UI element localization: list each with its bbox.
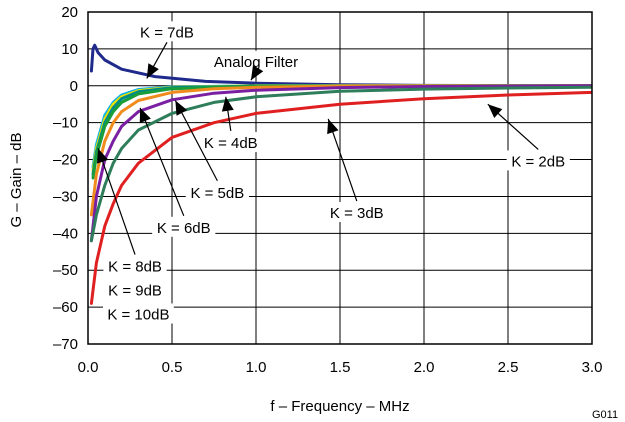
x-tick-label: 3.0 (582, 359, 603, 376)
y-tick-label: –70 (53, 336, 78, 353)
annotation-backdrop (325, 202, 389, 223)
y-tick-label: –10 (53, 115, 78, 132)
series-lines (89, 43, 592, 305)
y-axis-title: G – Gain – dB (8, 132, 25, 227)
annotation-arrowhead (221, 96, 234, 112)
y-tick-label: –20 (53, 152, 78, 169)
annotation-arrowhead (139, 107, 151, 124)
series-line-k-3db (89, 90, 592, 305)
annotation-leader (327, 118, 358, 202)
x-tick-labels: 0.0 0.5 1.0 1.5 2.0 2.5 3.0 (78, 359, 603, 376)
annotation-backdrop (103, 255, 167, 276)
x-axis-title: f – Frequency – MHz (270, 398, 409, 415)
y-tick-label: –40 (53, 225, 78, 242)
x-tick-label: 2.0 (414, 359, 435, 376)
annotation-arrowhead (250, 65, 264, 81)
y-tick-label: –50 (53, 262, 78, 279)
annotation-label: K = 2dB (511, 153, 565, 170)
plot-frame (87, 11, 593, 345)
series-line-k-5db (89, 84, 592, 243)
x-tick-label: 1.0 (246, 359, 267, 376)
annotation-arrowhead (146, 63, 159, 79)
y-tick-label: 0 (70, 78, 78, 95)
annotation-label: K = 6dB (157, 220, 211, 237)
annotation-backdrop (185, 181, 249, 202)
annotations: K = 7dB Analog Filter K = 4dB K = 2dB K = 5d… (97, 21, 570, 324)
y-tick-label: –60 (53, 299, 78, 316)
annotation-backdrop (199, 131, 263, 152)
y-tick-labels: 20 10 0 –10 –20 –30 –40 –50 –60 –70 (53, 4, 78, 353)
annotation-arrowhead (487, 104, 503, 119)
x-tick-label: 2.5 (498, 359, 519, 376)
annotation-label: K = 9dB (108, 283, 162, 300)
annotation-backdrop (201, 50, 311, 71)
x-tick-label: 0.0 (78, 359, 99, 376)
annotation-label: K = 5dB (190, 185, 244, 202)
annotation-backdrop (135, 21, 199, 42)
annotation-label: K = 3dB (330, 205, 384, 222)
series-line-k-6db (89, 84, 592, 217)
annotation-arrowhead (175, 100, 188, 116)
annotation-backdrop (103, 279, 167, 300)
x-tick-label: 0.5 (162, 359, 183, 376)
annotation-label: K = 8dB (108, 259, 162, 276)
annotation-backdrop (152, 216, 216, 237)
y-tick-label: –30 (53, 188, 78, 205)
annotation-arrowhead (97, 148, 109, 164)
grid (88, 12, 592, 344)
annotation-leader (139, 107, 185, 217)
annotation-leader (97, 148, 136, 255)
y-tick-label: 10 (61, 41, 78, 58)
y-tick-label: 20 (61, 4, 78, 21)
annotation-backdrop (506, 150, 570, 171)
annotation-leader (174, 100, 218, 182)
annotation-label: K = 4dB (204, 135, 258, 152)
annotation-arrowhead (327, 118, 339, 135)
annotation-label: Analog Filter (214, 54, 298, 71)
annotation-label: K = 7dB (140, 24, 194, 41)
annotation-backdrop (103, 303, 174, 324)
figure-id: G011 (592, 409, 618, 421)
series-line-k-4db (89, 85, 592, 243)
x-tick-label: 1.5 (330, 359, 351, 376)
annotation-label: K = 10dB (107, 306, 169, 323)
